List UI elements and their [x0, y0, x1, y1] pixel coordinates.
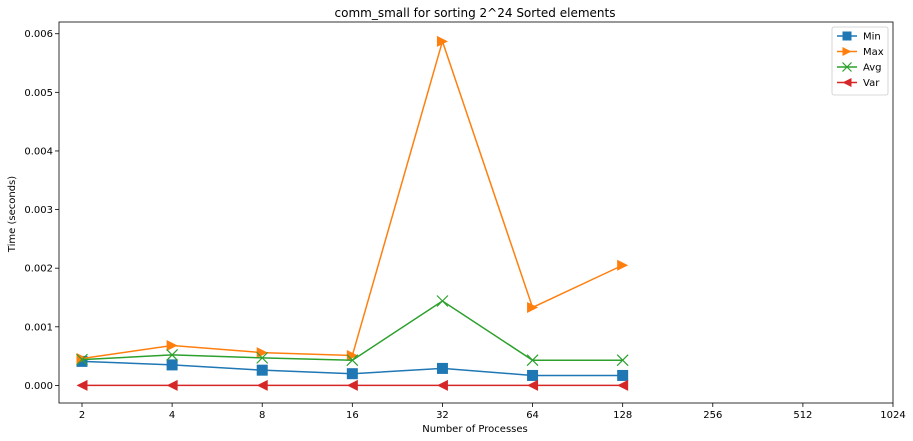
legend-marker-max: [842, 47, 852, 56]
y-tick-label: 0.004: [24, 146, 53, 157]
data-point-min: [256, 364, 268, 376]
y-tick-label: 0.005: [24, 88, 53, 99]
data-point-var: [346, 379, 358, 391]
data-point-min: [436, 362, 448, 374]
data-point-var: [166, 379, 178, 391]
data-point-avg: [616, 354, 629, 367]
series-line-max: [81, 38, 623, 360]
y-tick-label: 0.001: [24, 322, 53, 333]
data-point-avg: [436, 295, 449, 307]
x-tick-label: 128: [613, 410, 632, 421]
series-line-avg: [81, 300, 623, 361]
data-point-avg: [76, 353, 88, 366]
legend-marker-avg: [842, 62, 852, 72]
y-axis-label: Time (seconds): [7, 176, 18, 253]
x-tick-label: 8: [259, 410, 265, 421]
data-point-avg: [526, 354, 539, 367]
data-point-var: [436, 379, 448, 391]
y-tick-label: 0.002: [24, 264, 53, 275]
legend-label-min: Min: [863, 32, 881, 43]
legend-label-max: Max: [863, 47, 884, 58]
data-point-var: [256, 379, 268, 391]
data-point-max: [617, 259, 629, 271]
y-tick-label: 0.006: [24, 29, 53, 40]
chart-title: comm_small for sorting 2^24 Sorted eleme…: [335, 6, 616, 20]
data-point-avg: [346, 354, 359, 367]
data-point-var: [76, 379, 88, 391]
legend-marker-var: [842, 78, 852, 87]
legend: [831, 26, 889, 96]
data-point-max: [166, 340, 178, 352]
y-tick-label: 0.003: [24, 205, 53, 216]
x-axis-label: Number of Processes: [422, 424, 527, 435]
data-point-var: [617, 379, 629, 391]
series-max: [76, 35, 629, 364]
x-tick-label: 1024: [880, 410, 905, 421]
plot-frame: [58, 21, 894, 404]
data-point-min: [527, 369, 539, 381]
data-point-min: [346, 368, 358, 380]
data-point-max: [256, 347, 268, 359]
x-tick-label: 2: [79, 410, 85, 421]
x-tick-label: 256: [703, 410, 722, 421]
data-point-max: [76, 352, 88, 364]
data-point-avg: [256, 351, 269, 364]
series-avg: [76, 295, 629, 367]
x-tick-label: 4: [169, 410, 175, 421]
x-tick-label: 512: [793, 410, 812, 421]
legend-label-var: Var: [863, 78, 880, 89]
x-tick-label: 16: [346, 410, 359, 421]
legend-label-avg: Avg: [863, 63, 882, 74]
data-point-max: [436, 35, 448, 47]
data-point-max: [527, 301, 539, 313]
data-point-var: [527, 379, 539, 391]
data-point-min: [617, 369, 629, 381]
x-tick-label: 64: [526, 410, 539, 421]
series-var: [76, 379, 629, 391]
series-min: [76, 355, 629, 381]
x-tick-label: 32: [436, 410, 449, 421]
data-point-min: [76, 355, 88, 367]
data-point-avg: [166, 349, 179, 361]
y-tick-label: 0.000: [24, 381, 53, 392]
data-point-min: [166, 359, 178, 371]
legend-marker-min: [842, 31, 852, 41]
